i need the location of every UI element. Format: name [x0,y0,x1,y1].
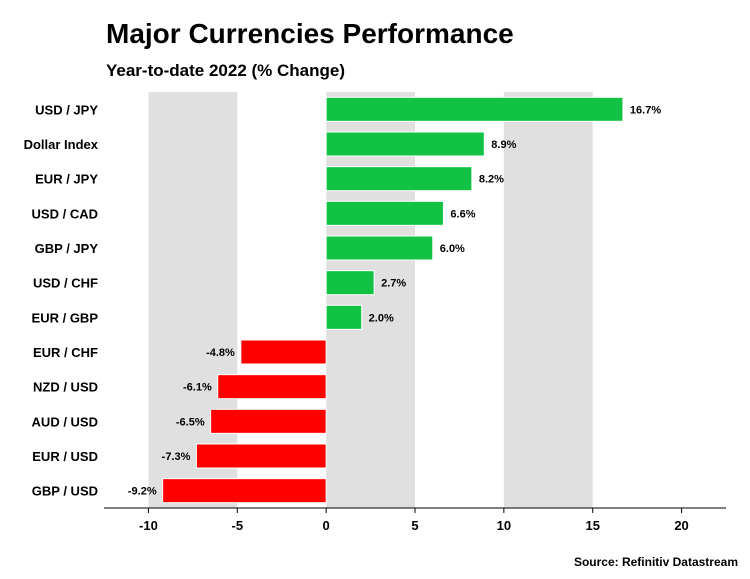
category-label: EUR / USD [32,449,98,464]
chart-subtitle: Year-to-date 2022 (% Change) [106,61,346,80]
bar [325,304,363,330]
data-label: -4.8% [206,347,235,359]
data-label: 2.0% [369,312,394,324]
data-label: 8.9% [491,139,516,151]
data-label: 2.7% [381,278,406,290]
bar [325,270,375,296]
bar [195,443,327,469]
category-label: EUR / CHF [33,345,98,360]
grid-band [503,92,593,508]
bar [325,96,624,122]
x-tick-label: -5 [232,518,244,533]
category-label: AUD / USD [32,414,98,429]
bar [162,478,327,504]
category-label: Dollar Index [24,137,99,152]
bar [217,374,327,400]
bar [325,200,444,226]
data-label: 6.6% [450,208,475,220]
data-label: 6.0% [440,243,465,255]
grid-band [326,92,415,508]
bar [210,408,327,434]
data-label: -6.1% [183,382,212,394]
category-label: USD / JPY [35,102,98,117]
category-label: NZD / USD [33,380,98,395]
category-label: GBP / JPY [35,241,99,256]
grid-band [148,92,238,508]
x-tick-label: 0 [323,518,330,533]
category-label: GBP / USD [32,484,98,499]
x-tick-label: 20 [674,518,688,533]
x-tick-label: -10 [139,518,158,533]
data-label: 16.7% [630,104,661,116]
bar [325,131,485,157]
bar [325,235,434,261]
category-label: USD / CAD [32,206,98,221]
source-note: Source: Refinitiv Datastream [573,555,738,569]
data-label: -6.5% [176,416,205,428]
category-label: EUR / GBP [32,310,99,325]
category-label: EUR / JPY [35,172,98,187]
data-label: -7.3% [162,451,191,463]
x-tick-label: 15 [585,518,599,533]
category-label: USD / CHF [33,276,98,291]
data-label: -9.2% [128,486,157,498]
bar [240,339,327,365]
bar [325,166,473,192]
chart-title: Major Currencies Performance [106,18,514,49]
x-tick-label: 5 [411,518,418,533]
x-tick-label: 10 [497,518,511,533]
data-label: 8.2% [479,174,504,186]
